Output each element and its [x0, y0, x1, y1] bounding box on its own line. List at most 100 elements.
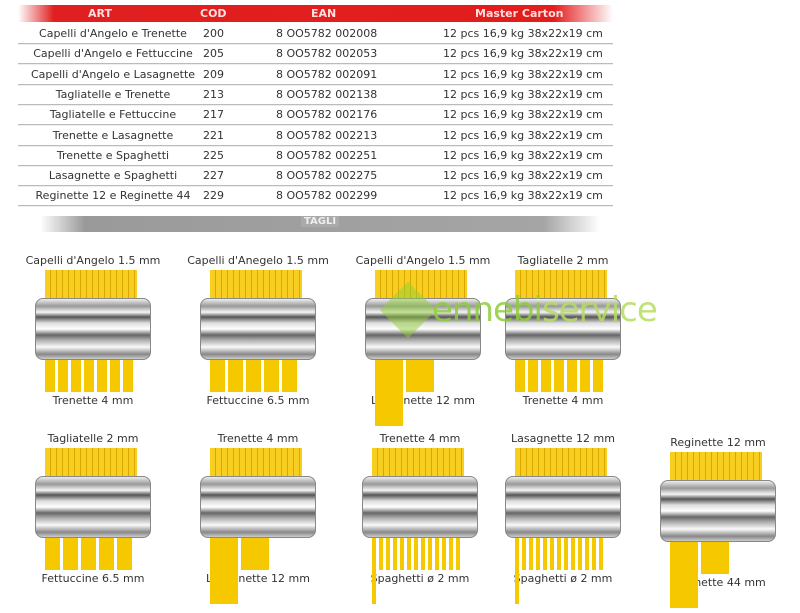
cut-top-label: Trenette 4 mm — [379, 432, 461, 445]
pasta-strips-bottom — [372, 536, 464, 604]
cell: 8 OO5782 002251 — [276, 148, 378, 162]
cutter-rollers — [35, 476, 151, 538]
watermark-b: service — [541, 290, 658, 330]
table-header: ART COD EAN Master Carton — [18, 5, 613, 22]
cut-bottom-label: Trenette 4 mm — [522, 394, 604, 407]
table-row: Reginette 12 e Reginette 44 229 8 OO5782 0… — [18, 185, 613, 207]
cell: 12 pcs 16,9 kg 38x22x19 cm — [443, 148, 603, 162]
pasta-strips-bottom — [210, 358, 302, 392]
cell: 205 — [203, 47, 224, 61]
cell: 225 — [203, 148, 224, 162]
cut-bottom-label: Trenette 4 mm — [52, 394, 134, 407]
cell: Capelli d'Angelo e Lasagnette — [30, 67, 196, 81]
pasta-cutter-image — [200, 270, 316, 392]
cell: Trenette e Lasagnette — [52, 128, 174, 142]
pasta-strips-bottom — [45, 536, 137, 570]
pasta-strips-top — [372, 448, 464, 480]
tagli-label: TAGLI — [300, 216, 340, 227]
cell: 221 — [203, 128, 224, 142]
cell: 12 pcs 16,9 kg 38x22x19 cm — [443, 27, 603, 40]
cutter-rollers — [362, 476, 478, 538]
cell: 12 pcs 16,9 kg 38x22x19 cm — [443, 169, 603, 183]
pasta-strips-bottom — [515, 536, 607, 604]
pasta-cutter-image — [660, 452, 776, 608]
watermark-a: ennebi — [432, 290, 543, 330]
pasta-cutter-image — [35, 270, 151, 392]
pasta-cutter-image — [505, 448, 621, 604]
cut-top-label: Capelli d'Angelo 1.5 mm — [25, 254, 161, 267]
cell: 12 pcs 16,9 kg 38x22x19 cm — [443, 189, 603, 203]
table-row: Trenette e Lasagnette 221 8 OO5782 002213 1… — [18, 125, 613, 146]
cut-top-label: Tagliatelle 2 mm — [47, 432, 139, 445]
watermark: ennebiservice — [388, 290, 658, 330]
cell: 12 pcs 16,9 kg 38x22x19 cm — [443, 47, 603, 61]
pasta-cutter-image — [362, 448, 478, 604]
cut-bottom-label: Reginette 44 mm — [670, 576, 766, 589]
pasta-strips-top — [210, 448, 302, 480]
cut-bottom-label: Spaghetti ø 2 mm — [513, 572, 613, 585]
table-row: Capelli d'Angelo e Fettuccine 205 8 OO5782… — [18, 43, 613, 65]
cutter-rollers — [200, 298, 316, 360]
pasta-strips-top — [45, 270, 137, 302]
pasta-strips-bottom — [515, 358, 607, 392]
cell: 8 OO5782 002008 — [276, 27, 378, 40]
cut-top-label: Trenette 4 mm — [217, 432, 299, 445]
cell: 8 OO5782 002275 — [276, 169, 378, 183]
cell: 209 — [203, 67, 224, 81]
cut-top-label: Capelli d'Angelo 1.5 mm — [355, 254, 491, 267]
header-master-carton: Master Carton — [475, 7, 564, 20]
cell: 8 OO5782 002091 — [276, 67, 378, 81]
cell: Reginette 12 e Reginette 44 — [35, 189, 191, 203]
cut-top-label: Tagliatelle 2 mm — [517, 254, 609, 267]
pasta-strips-bottom — [375, 358, 467, 426]
table-row: Tagliatelle e Fettuccine 217 8 OO5782 0021… — [18, 104, 613, 126]
pasta-strips-top — [515, 270, 607, 302]
cell: 12 pcs 16,9 kg 38x22x19 cm — [443, 108, 603, 122]
tagli-bar: TAGLI — [40, 216, 600, 232]
pasta-strips-top — [45, 448, 137, 480]
pasta-cutter-image — [505, 270, 621, 392]
cell: 12 pcs 16,9 kg 38x22x19 cm — [443, 128, 603, 142]
cell: 217 — [203, 108, 224, 122]
table-row: Capelli d'Angelo e Trenette 200 8 OO5782 0… — [18, 23, 613, 44]
cell: 12 pcs 16,9 kg 38x22x19 cm — [443, 67, 603, 81]
cell: 8 OO5782 002138 — [276, 87, 378, 101]
pasta-strips-top — [670, 452, 762, 484]
cut-top-label: Reginette 12 mm — [670, 436, 766, 449]
cell: Capelli d'Angelo e Trenette — [39, 27, 187, 40]
cutter-rollers — [35, 298, 151, 360]
cell: Tagliatelle e Trenette — [55, 87, 171, 101]
pasta-strips-top — [515, 448, 607, 480]
cell: 8 OO5782 002299 — [276, 189, 378, 203]
cutter-rollers — [505, 476, 621, 538]
cell: Capelli d'Angelo e Fettuccine — [33, 47, 193, 61]
cell: Lasagnette e Spaghetti — [48, 169, 178, 183]
pasta-strips-top — [210, 270, 302, 302]
pasta-strips-bottom — [210, 536, 302, 604]
cut-top-label: Lasagnette 12 mm — [511, 432, 615, 445]
cell: 12 pcs 16,9 kg 38x22x19 cm — [443, 87, 603, 101]
header-cod: COD — [200, 7, 227, 20]
cell: Tagliatelle e Fettuccine — [49, 108, 177, 122]
cell: 200 — [203, 27, 224, 40]
table-row: Tagliatelle e Trenette 213 8 OO5782 002138… — [18, 84, 613, 105]
cell: 213 — [203, 87, 224, 101]
cut-top-label: Capelli d'Anegelo 1.5 mm — [187, 254, 329, 267]
cut-bottom-label: Fettuccine 6.5 mm — [206, 394, 310, 407]
cut-bottom-label: Spaghetti ø 2 mm — [370, 572, 470, 585]
cut-bottom-label: Fettuccine 6.5 mm — [41, 572, 145, 585]
cut-bottom-label: Lasagnette 12 mm — [371, 394, 475, 407]
cell: 8 OO5782 002053 — [276, 47, 378, 61]
table-row: Capelli d'Angelo e Lasagnette 209 8 OO5782… — [18, 64, 613, 85]
cell: 8 OO5782 002176 — [276, 108, 378, 122]
pasta-cutter-image — [200, 448, 316, 604]
cutter-rollers — [200, 476, 316, 538]
pasta-strips-bottom — [45, 358, 137, 392]
header-ean: EAN — [311, 7, 337, 20]
cell: 229 — [203, 189, 224, 203]
pasta-cutter-image — [35, 448, 151, 570]
header-art: ART — [88, 7, 112, 20]
cell: 8 OO5782 002213 — [276, 128, 378, 142]
cutter-rollers — [660, 480, 776, 542]
pasta-cutter-image — [365, 270, 481, 426]
